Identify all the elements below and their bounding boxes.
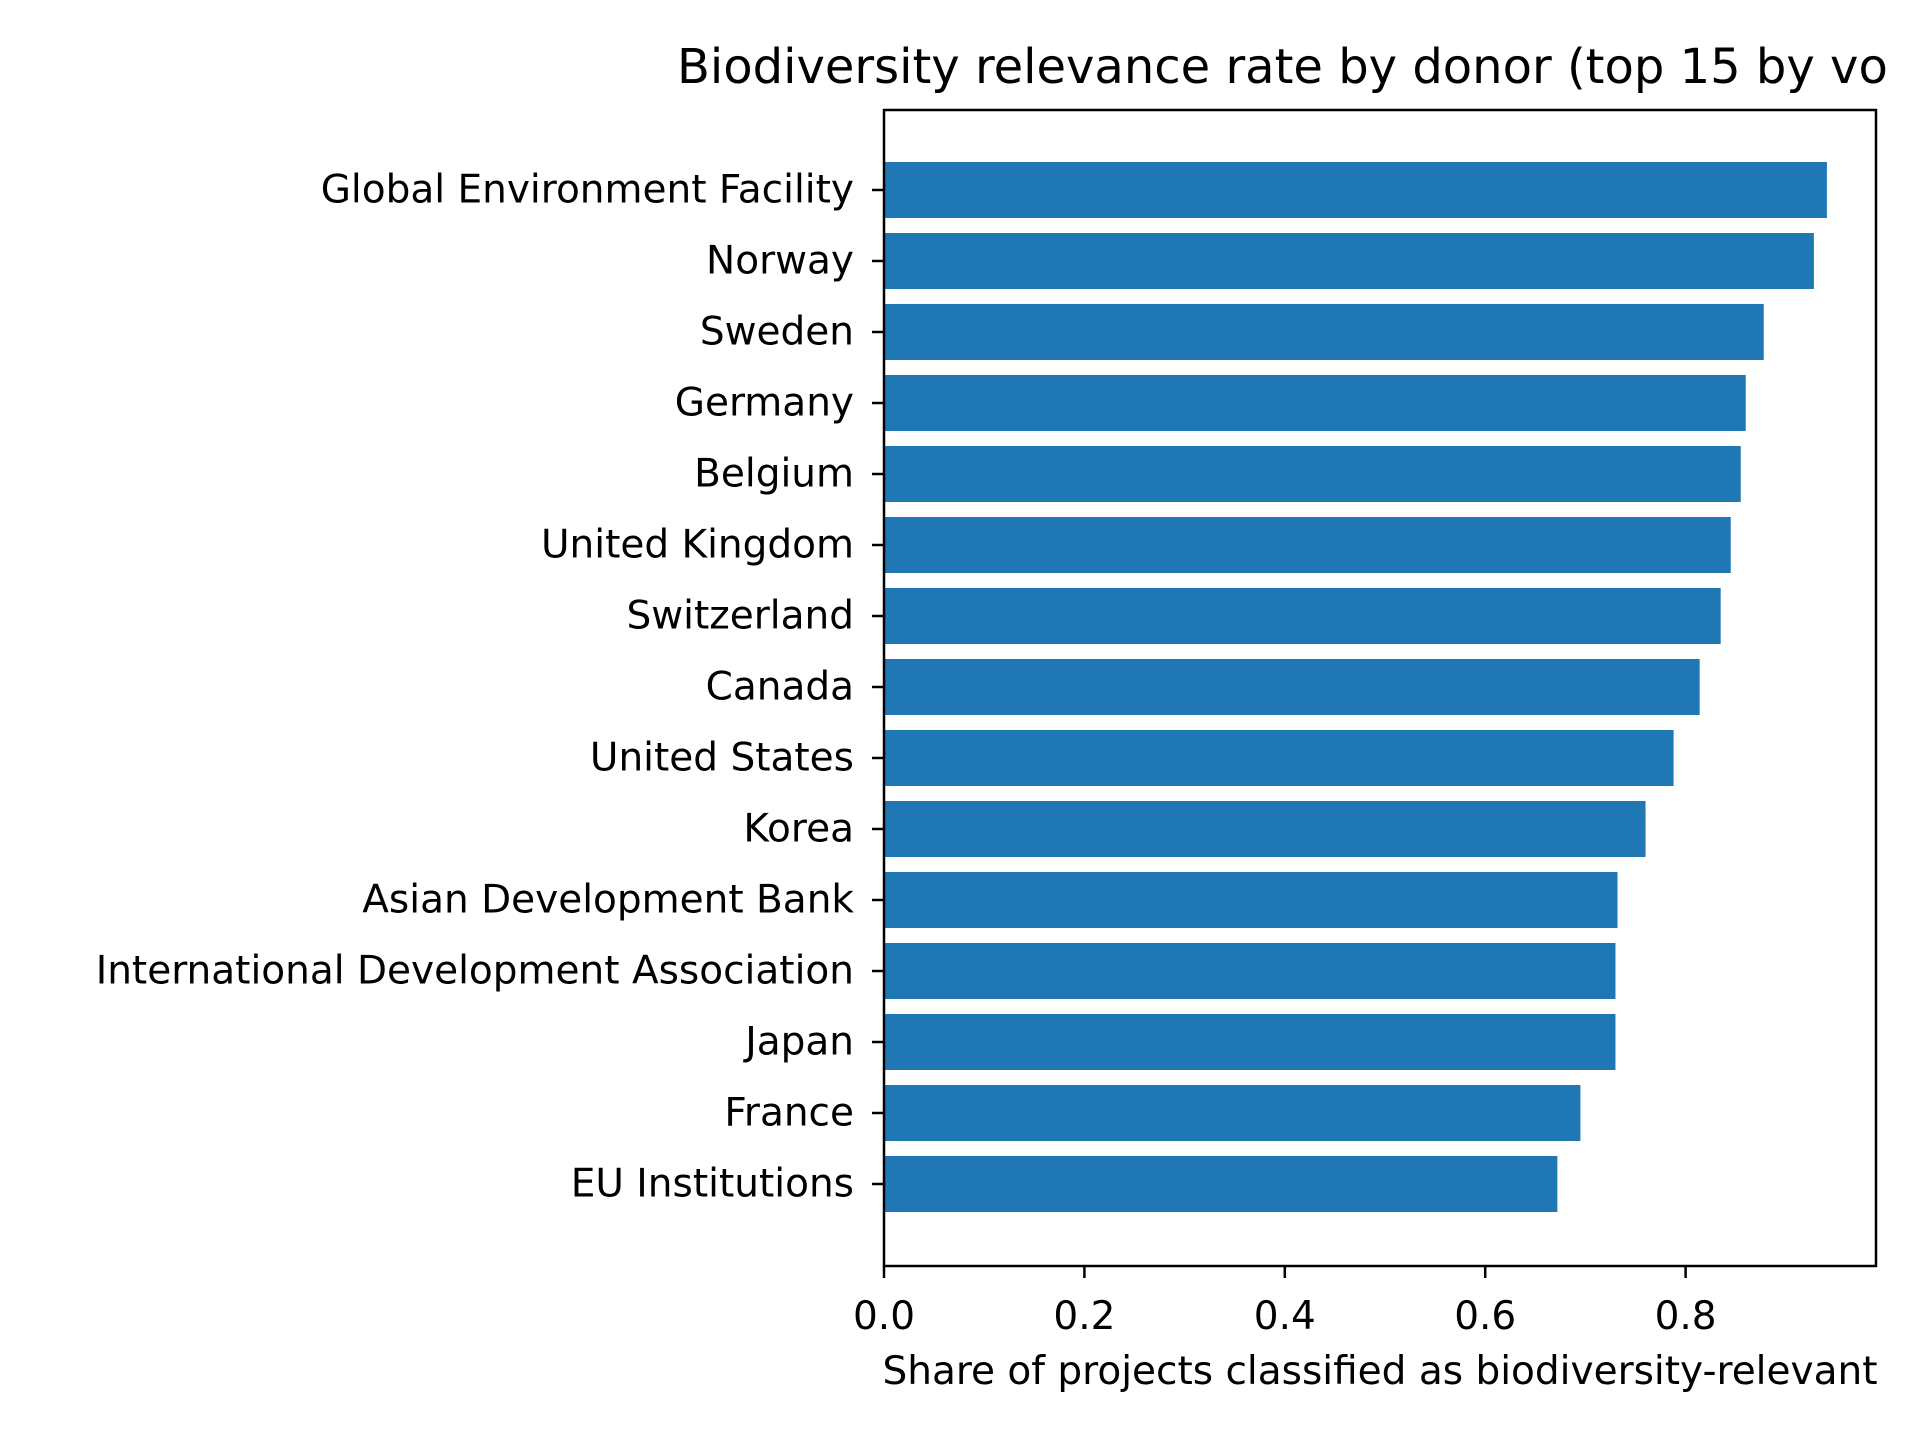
x-tick-label: 0.6 <box>1454 1294 1516 1339</box>
x-tick-label: 0.2 <box>1053 1294 1115 1339</box>
bar <box>884 943 1616 999</box>
y-tick-label: Global Environment Facility <box>321 168 854 213</box>
x-axis-label: Share of projects classified as biodiver… <box>882 1349 1877 1394</box>
x-tick-label: 0.4 <box>1254 1294 1316 1339</box>
bar <box>884 162 1827 218</box>
x-tick-label: 0.8 <box>1655 1294 1717 1339</box>
y-tick-label: United Kingdom <box>541 523 854 568</box>
y-tick-label: United States <box>590 736 854 781</box>
bars-group <box>884 162 1827 1212</box>
y-tick-label: France <box>724 1091 854 1136</box>
chart-title: Biodiversity relevance rate by donor (to… <box>677 39 1888 95</box>
bar <box>884 801 1646 857</box>
y-tick-label: Germany <box>675 381 854 426</box>
y-tick-label: Korea <box>743 807 854 852</box>
bar <box>884 517 1731 573</box>
bar <box>884 233 1814 289</box>
y-tick-label: Japan <box>742 1020 854 1065</box>
y-tick-label: Canada <box>706 665 854 710</box>
y-tick-label: International Development Association <box>96 949 854 994</box>
bar <box>884 304 1764 360</box>
bar <box>884 1085 1581 1141</box>
x-axis-ticks: 0.0 0.2 0.4 0.6 0.8 <box>853 1266 1717 1339</box>
bar <box>884 375 1746 431</box>
y-axis-ticks: Global Environment Facility Norway Sweden G… <box>96 168 884 1207</box>
y-tick-label: Asian Development Bank <box>362 878 854 923</box>
bar <box>884 1156 1558 1212</box>
y-tick-label: Switzerland <box>627 594 855 639</box>
y-tick-label: Belgium <box>694 452 854 497</box>
bar <box>884 659 1700 715</box>
y-tick-label: Sweden <box>700 310 854 355</box>
y-tick-label: EU Institutions <box>571 1162 854 1207</box>
bar <box>884 588 1721 644</box>
plot-frame <box>882 108 1878 1268</box>
x-tick-label: 0.0 <box>853 1294 915 1339</box>
bar <box>884 1014 1616 1070</box>
bar <box>884 446 1741 502</box>
bar <box>884 730 1674 786</box>
y-tick-label: Norway <box>706 239 854 284</box>
bar <box>884 872 1618 928</box>
